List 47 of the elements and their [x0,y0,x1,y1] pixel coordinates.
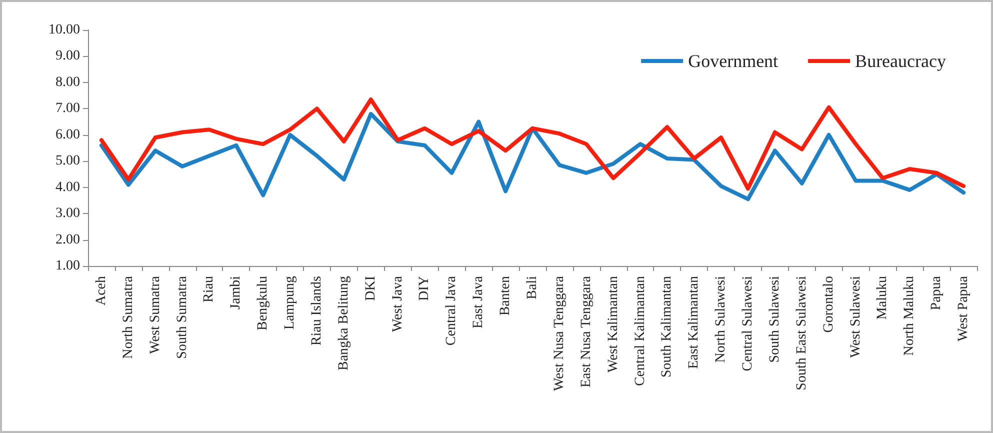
x-tick-label: Bengkulu [256,276,271,330]
x-tick-label: DIY [417,276,432,301]
x-tick-label: South East Sulawesi [794,276,810,390]
x-tick-label: West Papua [956,275,972,342]
x-tick-label: West Sumatra [148,275,163,354]
x-tick-label: Central Kalimantan [632,276,648,386]
x-tick-label: Aceh [94,276,109,306]
x-tick-label: Lampung [282,276,298,330]
x-tick-label: East Java [471,275,486,328]
y-tick-label: 7.00 [56,101,80,116]
x-tick-label: Maluku [875,276,890,320]
y-tick-label: 9.00 [56,48,80,64]
y-tick-label: 4.00 [56,180,80,195]
x-tick-label: North Sulawesi [714,276,729,363]
y-tick-label: 10.00 [48,22,80,38]
x-tick-label: East Nusa Tenggara [578,275,594,388]
x-tick-label: South Sumatra [174,275,190,359]
x-tick-label: West Kalimantan [606,276,621,372]
x-tick-label: East Kalimantan [686,276,702,369]
x-tick-label: Bangka Belitung [336,276,352,370]
x-tick-label: Papua [929,275,944,310]
x-tick-label: Central Java [444,275,460,346]
x-tick-label: North Maluku [902,276,918,356]
x-tick-label: West Java [390,275,406,332]
y-tick-label: 3.00 [56,206,80,222]
x-tick-label: Riau Islands [309,276,324,346]
y-tick-label: 2.00 [56,232,80,248]
legend-label: Bureaucracy [855,51,946,71]
x-tick-label: West Sulawesi [848,276,864,358]
y-tick-label: 5.00 [56,154,80,169]
line-series [99,97,966,191]
x-tick-label: North Sumatra [120,275,136,359]
x-tick-label: Banten [498,276,514,316]
x-tick-label: South Kalimantan [660,276,675,378]
x-tick-label: DKI [363,276,378,301]
x-tick-label: Gorontalo [821,276,836,333]
y-tick-label: 1.00 [56,258,80,274]
x-tick-label: Jambi [228,276,244,310]
x-tick-label: Central Sulawesi [740,276,756,372]
x-tick-label: South Sulawesi [767,276,782,363]
y-tick-label: 8.00 [56,74,80,90]
x-tick-label: Riau [202,276,217,302]
line-series [99,112,966,202]
x-tick-label: West Nusa Tenggara [552,275,567,392]
legend-label: Government [688,51,778,71]
x-tick-label: Bali [525,276,540,300]
y-tick-label: 6.00 [56,127,80,142]
